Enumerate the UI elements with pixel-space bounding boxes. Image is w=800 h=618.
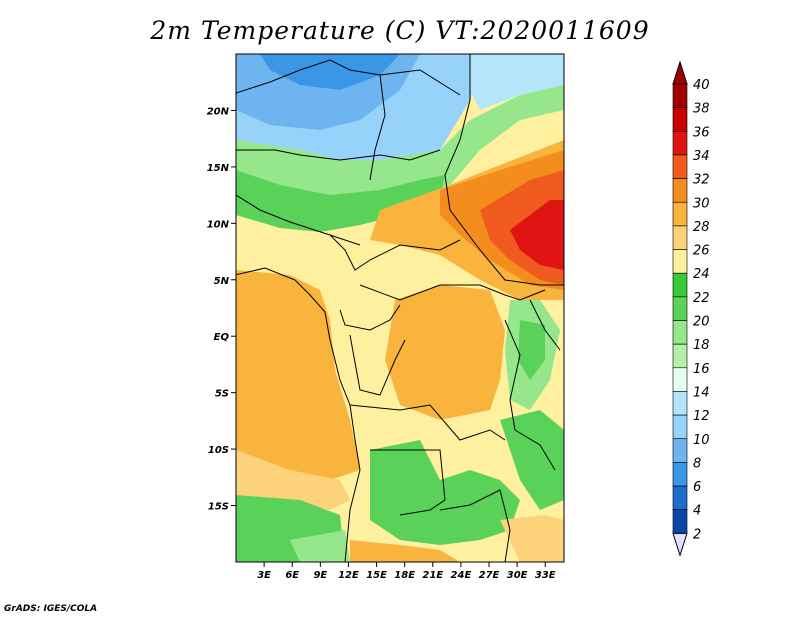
lat-tick-label: 5S — [215, 389, 229, 400]
legend-level-label: 20 — [693, 315, 710, 330]
legend-level-label: 36 — [693, 125, 710, 140]
lat-tick-label: 20N — [207, 106, 230, 117]
legend-color-swatch — [672, 438, 688, 463]
lon-tick-label: 33E — [535, 570, 556, 581]
legend-level-label: 32 — [693, 173, 710, 188]
legend-color-swatch — [672, 296, 688, 321]
legend-color-swatch — [672, 414, 688, 440]
grads-credit: GrADS: IGES/COLA — [4, 604, 98, 614]
legend-color-swatch — [672, 272, 688, 298]
legend-color-swatch — [672, 462, 688, 487]
legend-level-label: 26 — [693, 244, 710, 259]
legend-level-label: 28 — [693, 220, 710, 235]
legend-level-label: 16 — [693, 362, 710, 377]
lon-tick-label: 30E — [507, 570, 528, 581]
legend-level-label: 12 — [693, 409, 710, 424]
lon-tick-label: 24E — [451, 570, 472, 581]
legend-color-swatch — [672, 509, 688, 534]
legend-level-label: 30 — [693, 196, 710, 211]
lat-tick-label: EQ — [214, 332, 230, 343]
lon-tick-label: 12E — [338, 570, 359, 581]
legend-color-swatch — [672, 249, 688, 274]
legend-top-arrow — [672, 60, 688, 85]
lat-tick-label: 10N — [207, 219, 230, 230]
lon-tick-label: 6E — [285, 570, 299, 581]
legend-level-label: 40 — [693, 78, 710, 93]
lon-tick-label: 18E — [394, 570, 415, 581]
lon-tick-label: 27E — [479, 570, 500, 581]
legend-level-label: 22 — [693, 291, 710, 306]
legend-level-label: 6 — [693, 480, 701, 495]
legend-level-label: 8 — [693, 456, 701, 471]
country-borders — [236, 54, 564, 562]
lat-tick-label: 5N — [214, 276, 230, 287]
legend-color-swatch — [672, 367, 688, 392]
temperature-field — [236, 54, 564, 562]
legend-color-swatch — [672, 107, 688, 132]
legend-level-label: 10 — [693, 433, 710, 448]
legend-color-swatch — [672, 343, 688, 369]
lat-tick-label: 15S — [208, 502, 229, 513]
legend-level-label: 38 — [693, 102, 710, 117]
legend-color-swatch — [672, 225, 688, 250]
legend-level-label: 24 — [693, 267, 710, 282]
legend-level-label: 4 — [693, 504, 701, 519]
longitude-axis: 3E 6E 9E 12E 15E 18E 21E 24E 27E 30E 33E — [257, 562, 556, 581]
legend-level-label: 2 — [693, 527, 701, 542]
legend-bottom-arrow — [672, 532, 688, 557]
legend-color-swatch — [672, 83, 688, 108]
lon-tick-label: 21E — [422, 570, 443, 581]
latitude-axis: 20N 15N 10N 5N EQ 5S 10S 15S — [207, 106, 236, 513]
legend-color-swatch — [672, 391, 688, 416]
lon-tick-label: 15E — [366, 570, 387, 581]
legend-color-swatch — [672, 154, 688, 179]
lon-tick-label: 3E — [257, 570, 271, 581]
lat-tick-label: 10S — [208, 445, 229, 456]
legend-level-label: 14 — [693, 385, 710, 400]
lat-tick-label: 15N — [207, 163, 230, 174]
plot-frame — [235, 53, 565, 563]
legend-level-label: 34 — [693, 149, 710, 164]
lon-tick-label: 9E — [313, 570, 327, 581]
legend-color-swatch — [672, 320, 688, 345]
legend-level-label: 18 — [693, 338, 710, 353]
legend-color-swatch — [672, 178, 688, 203]
color-legend: 40 38 36 34 32 30 28 26 24 22 20 18 16 14 12 10 8 6 4 2 — [672, 60, 710, 557]
legend-color-swatch — [672, 131, 688, 156]
map-title: 2m Temperature (C) VT:2020011609 — [150, 16, 650, 45]
legend-color-swatch — [672, 485, 688, 510]
legend-color-swatch — [672, 201, 688, 227]
